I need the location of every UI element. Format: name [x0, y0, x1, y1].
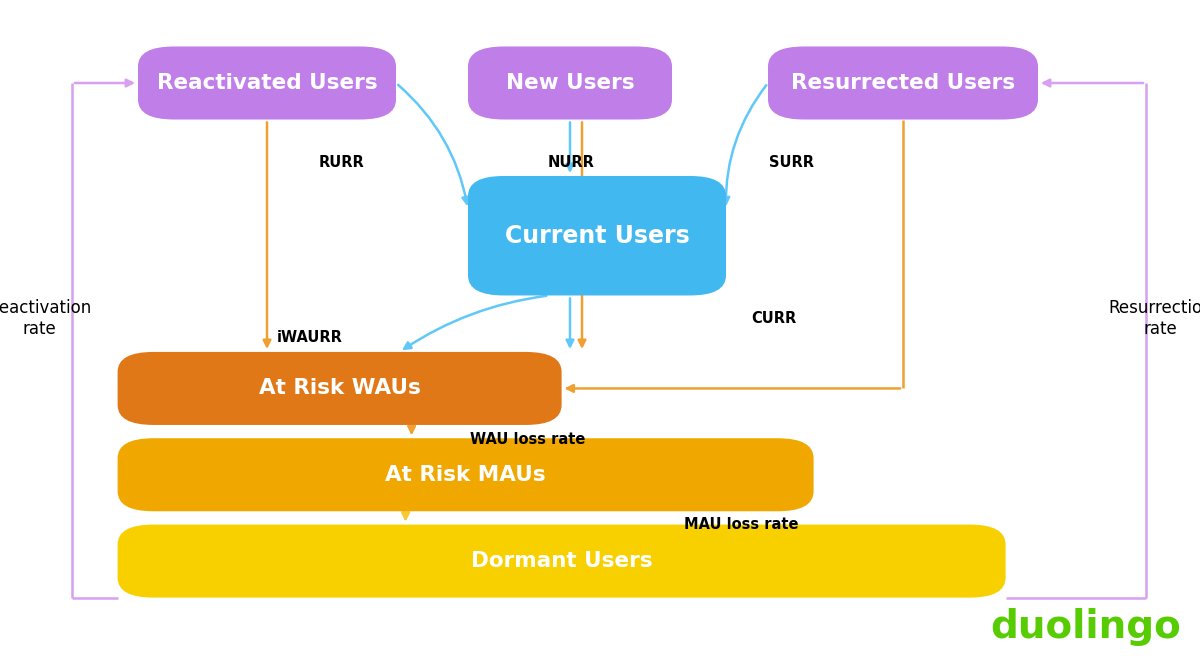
- Text: Dormant Users: Dormant Users: [470, 551, 653, 571]
- FancyBboxPatch shape: [468, 176, 726, 295]
- Text: At Risk WAUs: At Risk WAUs: [259, 378, 420, 398]
- Text: Reactivation
rate: Reactivation rate: [0, 299, 91, 338]
- Text: Resurrection
rate: Resurrection rate: [1108, 299, 1200, 338]
- Text: New Users: New Users: [505, 73, 635, 93]
- Text: Current Users: Current Users: [505, 224, 689, 248]
- Text: Reactivated Users: Reactivated Users: [157, 73, 377, 93]
- Text: duolingo: duolingo: [991, 608, 1181, 647]
- Text: At Risk MAUs: At Risk MAUs: [385, 465, 546, 485]
- FancyBboxPatch shape: [138, 46, 396, 120]
- FancyBboxPatch shape: [118, 352, 562, 425]
- Text: iWAURR: iWAURR: [277, 330, 342, 345]
- FancyBboxPatch shape: [118, 438, 814, 511]
- Text: Resurrected Users: Resurrected Users: [791, 73, 1015, 93]
- Text: NURR: NURR: [547, 155, 595, 170]
- Text: CURR: CURR: [751, 311, 797, 326]
- FancyBboxPatch shape: [118, 525, 1006, 598]
- FancyBboxPatch shape: [468, 46, 672, 120]
- Text: RURR: RURR: [319, 155, 365, 170]
- Text: SURR: SURR: [769, 155, 815, 170]
- Text: WAU loss rate: WAU loss rate: [470, 432, 586, 447]
- FancyBboxPatch shape: [768, 46, 1038, 120]
- Text: MAU loss rate: MAU loss rate: [684, 517, 799, 532]
